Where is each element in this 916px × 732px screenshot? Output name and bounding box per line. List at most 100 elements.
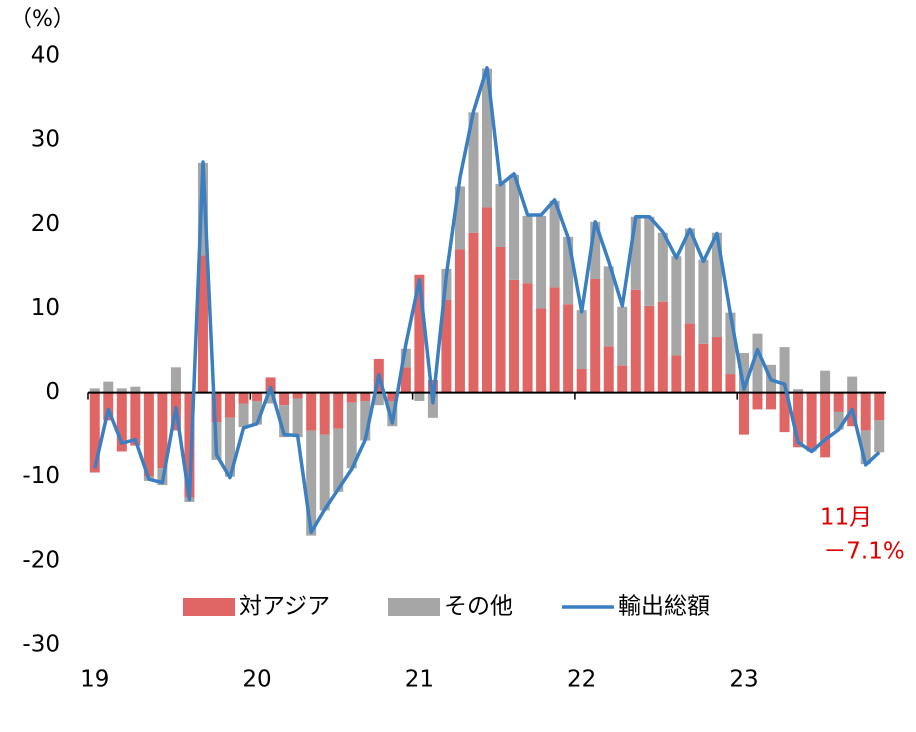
annotation: －7.1% bbox=[823, 539, 904, 565]
bar bbox=[820, 392, 831, 458]
bar bbox=[414, 274, 425, 393]
legend-label: 対アジア bbox=[239, 594, 330, 620]
bar bbox=[265, 392, 276, 404]
bar bbox=[319, 434, 330, 511]
legend-label: その他 bbox=[444, 594, 513, 620]
bar bbox=[333, 392, 344, 429]
bar bbox=[89, 388, 100, 393]
bar bbox=[482, 68, 492, 208]
y-tick-label: -30 bbox=[22, 632, 60, 658]
bar bbox=[603, 266, 614, 347]
bar bbox=[698, 343, 709, 393]
bar bbox=[116, 388, 127, 393]
unit-label: （%） bbox=[10, 7, 75, 32]
legend-swatch bbox=[183, 598, 235, 616]
bar bbox=[89, 392, 100, 473]
bar bbox=[603, 346, 614, 393]
bar bbox=[590, 278, 601, 393]
bar bbox=[711, 337, 722, 393]
bar bbox=[170, 367, 181, 393]
y-tick-label: 10 bbox=[31, 295, 60, 321]
bar bbox=[752, 333, 763, 393]
bar bbox=[319, 392, 330, 435]
bar bbox=[549, 287, 560, 393]
bar bbox=[644, 305, 655, 393]
x-tick-label: 22 bbox=[567, 667, 596, 693]
bar bbox=[130, 392, 141, 446]
bar bbox=[292, 392, 303, 399]
bar bbox=[779, 347, 790, 393]
bar bbox=[360, 400, 371, 441]
bar bbox=[833, 392, 844, 412]
bar bbox=[509, 279, 520, 393]
bar bbox=[387, 392, 398, 401]
bar bbox=[252, 400, 263, 425]
bar bbox=[860, 392, 871, 431]
y-tick-label: -20 bbox=[22, 547, 60, 573]
bar bbox=[549, 200, 560, 288]
bar bbox=[400, 348, 411, 368]
x-tick-label: 21 bbox=[405, 667, 434, 693]
bar bbox=[279, 405, 290, 438]
bar bbox=[468, 232, 479, 393]
bar bbox=[346, 392, 357, 403]
bar bbox=[454, 186, 465, 250]
bar bbox=[630, 289, 641, 393]
bar bbox=[793, 389, 804, 393]
line bbox=[93, 66, 881, 534]
bar bbox=[590, 221, 601, 279]
x-tick-label: 20 bbox=[242, 667, 271, 693]
bar bbox=[630, 216, 641, 290]
x-tick-label: 23 bbox=[729, 667, 758, 693]
bar bbox=[184, 392, 195, 498]
bar bbox=[441, 300, 452, 393]
legend-label: 輸出総額 bbox=[618, 594, 710, 620]
bar bbox=[414, 392, 425, 401]
bar bbox=[197, 162, 208, 256]
bar bbox=[671, 355, 682, 393]
bar bbox=[225, 392, 236, 418]
y-tick-label: 30 bbox=[31, 127, 60, 153]
bar bbox=[874, 392, 885, 421]
annotation: 11月 bbox=[820, 505, 872, 531]
bar bbox=[346, 402, 357, 469]
bar bbox=[766, 392, 777, 410]
bar bbox=[143, 392, 154, 477]
y-tick-label: 0 bbox=[45, 379, 60, 405]
bar bbox=[725, 374, 736, 393]
bar bbox=[482, 207, 492, 393]
bar bbox=[225, 417, 236, 477]
bar bbox=[509, 174, 520, 280]
bar bbox=[306, 430, 317, 536]
bar bbox=[400, 367, 411, 393]
bar bbox=[306, 392, 317, 431]
bar bbox=[536, 215, 547, 309]
bar bbox=[657, 301, 668, 393]
bar bbox=[116, 392, 127, 452]
bar bbox=[536, 308, 547, 393]
bar bbox=[833, 411, 844, 430]
bar bbox=[454, 249, 465, 393]
bar bbox=[157, 392, 168, 469]
bar bbox=[103, 392, 114, 421]
bar bbox=[684, 228, 695, 324]
bar bbox=[617, 306, 628, 366]
bar bbox=[563, 236, 574, 305]
legend-swatch bbox=[388, 598, 440, 616]
bar bbox=[333, 428, 344, 492]
bar bbox=[644, 216, 655, 306]
bar bbox=[684, 323, 695, 393]
bar bbox=[103, 381, 114, 393]
bar bbox=[738, 392, 749, 435]
bar bbox=[252, 392, 263, 401]
bar bbox=[130, 386, 141, 393]
bar bbox=[752, 392, 763, 410]
bar bbox=[265, 377, 276, 393]
x-tick-label: 19 bbox=[80, 667, 109, 693]
bar bbox=[711, 232, 722, 338]
bar bbox=[820, 370, 831, 393]
bar bbox=[576, 369, 587, 393]
bar bbox=[725, 312, 736, 375]
bar bbox=[738, 353, 749, 393]
